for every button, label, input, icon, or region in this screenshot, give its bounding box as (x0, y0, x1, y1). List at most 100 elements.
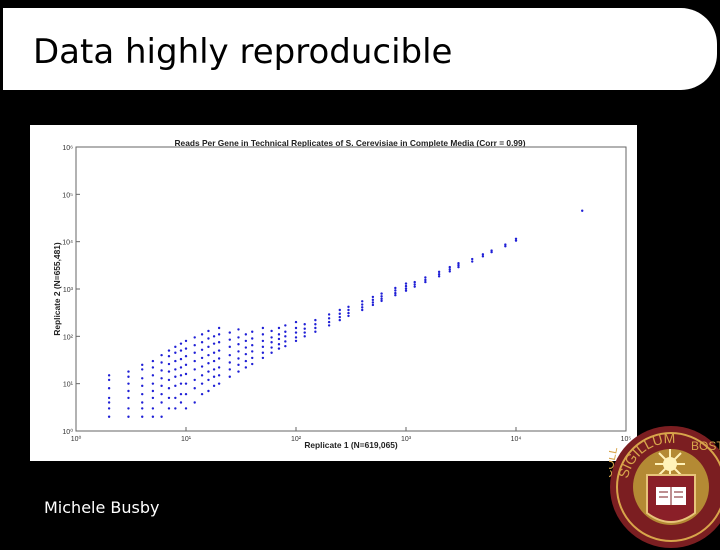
data-point (127, 415, 130, 418)
data-point (107, 387, 111, 390)
data-point (284, 324, 287, 327)
data-point (127, 370, 130, 373)
data-point (457, 263, 460, 267)
data-point (127, 375, 130, 378)
data-point (303, 323, 306, 326)
data-point (277, 333, 281, 336)
data-point (228, 361, 231, 364)
data-point (174, 359, 177, 363)
data-point (514, 237, 518, 240)
data-point (207, 362, 210, 365)
data-point (303, 331, 306, 334)
data-point (448, 265, 451, 269)
data-point (481, 255, 485, 258)
data-point (193, 343, 196, 347)
data-point (244, 366, 248, 369)
data-point (151, 382, 155, 385)
data-point (167, 396, 171, 400)
data-point (141, 384, 144, 388)
data-point (228, 345, 231, 349)
data-point (179, 349, 183, 352)
data-point (200, 341, 204, 344)
data-point (270, 341, 273, 344)
data-point (490, 250, 493, 254)
data-point (327, 320, 331, 324)
y-tick-label: 10⁶ (62, 145, 73, 152)
data-point (107, 415, 111, 418)
data-point (217, 366, 221, 369)
data-point (394, 293, 397, 297)
data-point (193, 401, 196, 404)
data-point (179, 392, 183, 396)
data-point (327, 324, 331, 327)
data-point (200, 348, 204, 351)
data-point (251, 356, 254, 360)
data-point (270, 329, 273, 333)
x-tick-label: 10¹ (181, 436, 192, 443)
data-point (127, 396, 130, 400)
data-point (237, 343, 240, 346)
data-point (193, 351, 196, 354)
data-point (261, 326, 265, 330)
data-point (244, 352, 248, 356)
data-point (174, 345, 177, 349)
chart-title: Reads Per Gene in Technical Replicates o… (174, 138, 525, 148)
data-point (174, 375, 177, 378)
data-point (294, 326, 298, 330)
data-point (141, 407, 144, 410)
data-point (294, 339, 298, 343)
data-point (193, 387, 196, 390)
data-point (380, 292, 383, 295)
data-point (394, 289, 397, 292)
data-point (228, 338, 231, 341)
data-point (167, 387, 171, 390)
scatter-chart-panel: Reads Per Gene in Technical Replicates o… (30, 125, 637, 461)
data-point (160, 377, 163, 380)
data-point (141, 363, 144, 367)
data-point (303, 335, 306, 338)
data-point (207, 370, 210, 373)
data-point (207, 378, 210, 382)
data-point (481, 253, 485, 256)
data-point (314, 326, 317, 330)
data-point (151, 389, 155, 393)
data-point (174, 368, 177, 371)
data-point (457, 262, 460, 265)
slide-title: Data highly reproducible (33, 32, 453, 72)
seal-sunburst-icon (655, 449, 685, 479)
data-point (437, 273, 441, 276)
data-point (212, 375, 216, 378)
data-point (184, 372, 188, 376)
data-point (160, 384, 163, 388)
data-point (277, 326, 281, 330)
y-tick-label: 10³ (63, 287, 74, 294)
data-point (217, 374, 221, 377)
data-point (151, 396, 155, 400)
data-point (347, 314, 350, 318)
data-point (261, 333, 265, 336)
data-point (217, 349, 221, 352)
data-point (179, 366, 183, 369)
data-point (160, 392, 163, 396)
data-point (437, 275, 441, 278)
data-point (237, 328, 240, 331)
data-point (284, 335, 287, 338)
data-point (179, 382, 183, 385)
data-point (251, 350, 254, 353)
data-point (160, 369, 163, 372)
seal-right-text: BOSTO (691, 439, 720, 453)
data-point (228, 353, 231, 357)
data-point (404, 287, 408, 290)
data-point (347, 305, 350, 309)
data-point (581, 209, 584, 212)
x-tick-label: 10² (291, 436, 302, 443)
data-point (174, 384, 177, 388)
data-point (504, 245, 507, 248)
data-point (184, 339, 188, 343)
data-point (212, 342, 216, 345)
data-point (193, 359, 196, 363)
data-point (303, 327, 306, 330)
data-point (200, 392, 204, 396)
data-point (184, 355, 188, 358)
data-point (151, 407, 155, 410)
